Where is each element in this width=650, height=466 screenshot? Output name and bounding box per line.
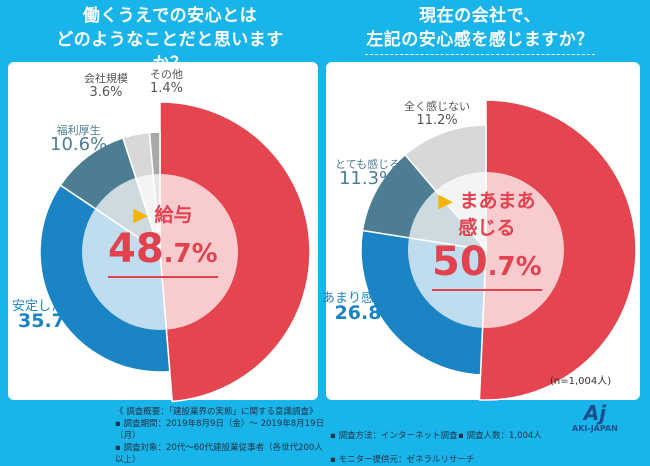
survey-target: ▪ 調査対象：20代～60代建設業従事者（各世代200人以上） [115,443,323,465]
survey-provider: ▪ モニター提供元：ゼネラルリサーチ [330,455,475,465]
donut-inner-circle [82,174,238,330]
label-not-at-all: 全く感じない 11.2% [404,100,470,128]
main-answer-left: ▶ 給与 48.7% [108,200,218,278]
label-strongly: とても感じる 11.3% [335,158,401,189]
label-stable-performance: 安定した業績 35.7% [12,299,91,332]
survey-summary: 《 調査概要：「建設業界の実態」に関する意識調査》 ▪ 調査期間：2019年8月… [115,406,542,466]
survey-count: ▪ 調査人数：1,004人 [458,431,542,441]
title-line: 現在の会社で、 [419,6,541,26]
title-line: 働くうえでの安心とは [82,6,258,26]
main-answer-right: ▶ まあまあ 感じる 50.7% [432,186,542,291]
survey-period: ▪ 調査期間：2019年8月9日（金）～ 2019年8月19日（月） [115,419,324,441]
survey-method: ▪ 調査方法：インターネット調査 [330,431,458,441]
title-line: 左記の安心感を感じますか？ [366,30,594,50]
summary-heading: 《 調査概要：「建設業界の実態」に関する意識調査》 [115,407,318,417]
label-not-much: あまり感じない 26.8% [322,291,414,324]
right-question-title: 現在の会社で、 左記の安心感を感じますか？ [355,4,605,55]
label-company-size: 会社規模 3.6% [84,72,128,100]
aki-japan-logo: Aj AKI-JAPAN [572,401,618,433]
label-welfare: 福利厚生 10.6% [50,124,108,155]
divider [365,54,595,55]
sample-size-note: (n=1,004人) [550,376,612,387]
label-other: その他 1.4% [150,68,184,96]
